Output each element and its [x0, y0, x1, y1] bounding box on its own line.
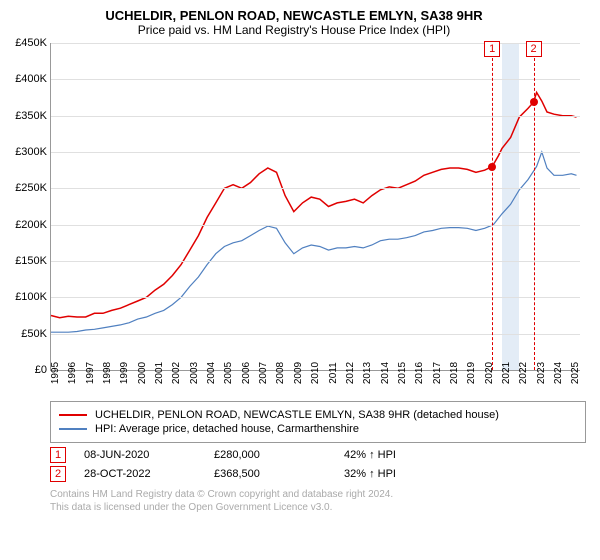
sale-point-price: £368,500 — [214, 468, 344, 480]
x-axis-labels: 1995199619971998199920002001200220032004… — [50, 371, 580, 393]
marker-dot — [488, 163, 496, 171]
y-tick-label: £150K — [15, 255, 51, 267]
marker-line — [492, 43, 493, 370]
y-tick-label: £250K — [15, 182, 51, 194]
y-tick-label: £0 — [35, 364, 51, 376]
sale-point-badge: 2 — [50, 466, 66, 482]
y-tick-label: £50K — [21, 328, 51, 340]
legend-swatch — [59, 414, 87, 416]
marker-dot — [530, 98, 538, 106]
line-layer — [51, 43, 580, 370]
chart-title: UCHELDIR, PENLON ROAD, NEWCASTLE EMLYN, … — [2, 8, 586, 23]
series-line — [51, 152, 577, 332]
sale-points-table: 1 08-JUN-2020 £280,000 42% ↑ HPI 2 28-OC… — [50, 447, 586, 482]
sale-point-row: 1 08-JUN-2020 £280,000 42% ↑ HPI — [50, 447, 586, 463]
plot-region: £0£50K£100K£150K£200K£250K£300K£350K£400… — [50, 43, 580, 371]
sale-point-delta: 32% ↑ HPI — [344, 468, 474, 480]
marker-badge: 2 — [526, 41, 542, 57]
marker-line — [534, 43, 535, 370]
gridline — [51, 43, 580, 44]
legend-label: HPI: Average price, detached house, Carm… — [95, 423, 359, 435]
legend-swatch — [59, 428, 87, 430]
legend-box: UCHELDIR, PENLON ROAD, NEWCASTLE EMLYN, … — [50, 401, 586, 443]
chart-subtitle: Price paid vs. HM Land Registry's House … — [2, 23, 586, 37]
series-line — [51, 92, 577, 317]
gridline — [51, 297, 580, 298]
x-tick-label: 2025 — [570, 362, 590, 384]
sale-point-price: £280,000 — [214, 449, 344, 461]
y-tick-label: £450K — [15, 37, 51, 49]
legend-item: UCHELDIR, PENLON ROAD, NEWCASTLE EMLYN, … — [59, 409, 577, 421]
chart-container: UCHELDIR, PENLON ROAD, NEWCASTLE EMLYN, … — [0, 0, 600, 560]
gridline — [51, 188, 580, 189]
gridline — [51, 261, 580, 262]
sale-point-date: 28-OCT-2022 — [84, 468, 214, 480]
gridline — [51, 334, 580, 335]
gridline — [51, 225, 580, 226]
gridline — [51, 116, 580, 117]
gridline — [51, 152, 580, 153]
sale-point-date: 08-JUN-2020 — [84, 449, 214, 461]
y-tick-label: £350K — [15, 110, 51, 122]
marker-badge: 1 — [484, 41, 500, 57]
footer-line: Contains HM Land Registry data © Crown c… — [50, 488, 586, 501]
y-tick-label: £400K — [15, 73, 51, 85]
legend-item: HPI: Average price, detached house, Carm… — [59, 423, 577, 435]
legend-label: UCHELDIR, PENLON ROAD, NEWCASTLE EMLYN, … — [95, 409, 499, 421]
gridline — [51, 79, 580, 80]
footer-text: Contains HM Land Registry data © Crown c… — [50, 488, 586, 514]
footer-line: This data is licensed under the Open Gov… — [50, 501, 586, 514]
y-tick-label: £300K — [15, 146, 51, 158]
chart-area: £0£50K£100K£150K£200K£250K£300K£350K£400… — [50, 43, 580, 393]
y-tick-label: £100K — [15, 291, 51, 303]
sale-point-badge: 1 — [50, 447, 66, 463]
y-tick-label: £200K — [15, 219, 51, 231]
sale-point-delta: 42% ↑ HPI — [344, 449, 474, 461]
sale-point-row: 2 28-OCT-2022 £368,500 32% ↑ HPI — [50, 466, 586, 482]
